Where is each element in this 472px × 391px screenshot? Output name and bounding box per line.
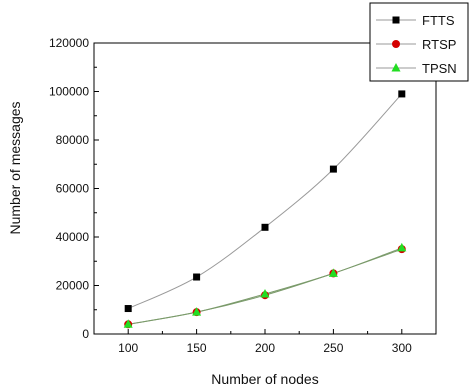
legend-label-ftts: FTTS (422, 13, 455, 28)
data-point-ftts (261, 223, 269, 231)
legend-label-rtsp: RTSP (422, 37, 456, 52)
x-tick-label: 200 (255, 341, 275, 355)
y-tick-label: 0 (82, 327, 89, 341)
data-point-tpsn (260, 288, 270, 298)
series-line-tpsn (128, 247, 402, 325)
data-point-tpsn (192, 307, 202, 316)
data-point-tpsn (397, 242, 407, 252)
y-tick-label: 60000 (56, 182, 90, 196)
y-tick-label: 20000 (56, 279, 90, 293)
y-tick-label: 80000 (56, 133, 90, 147)
data-point-ftts (124, 305, 132, 313)
legend-label-tpsn: TPSN (422, 61, 457, 76)
x-tick-label: 100 (118, 341, 138, 355)
y-axis-title: Number of messages (7, 101, 23, 234)
legend-marker-ftts (392, 16, 400, 24)
y-tick-label: 100000 (49, 85, 89, 99)
data-point-ftts (329, 165, 337, 173)
x-axis-title: Number of nodes (211, 371, 318, 387)
data-point-ftts (193, 273, 201, 281)
y-axis-ticks: 0 20000 40000 60000 80000 100000 120000 (49, 36, 99, 341)
y-tick-label: 120000 (49, 36, 89, 50)
series-line-ftts (127, 93, 403, 309)
legend: FTTS RTSP TPSN (369, 2, 469, 82)
x-tick-label: 150 (187, 341, 207, 355)
data-point-tpsn (328, 268, 338, 277)
legend-marker-tpsn (391, 63, 401, 72)
series-markers (123, 90, 407, 329)
x-tick-label: 250 (323, 341, 343, 355)
legend-marker-rtsp (392, 40, 400, 48)
x-axis-ticks: 100 150 200 250 300 (93, 329, 412, 355)
data-point-tpsn (123, 319, 133, 328)
series-line-rtsp (128, 248, 402, 325)
x-tick-label: 300 (392, 341, 412, 355)
y-tick-label: 40000 (56, 230, 90, 244)
data-point-ftts (398, 90, 406, 98)
